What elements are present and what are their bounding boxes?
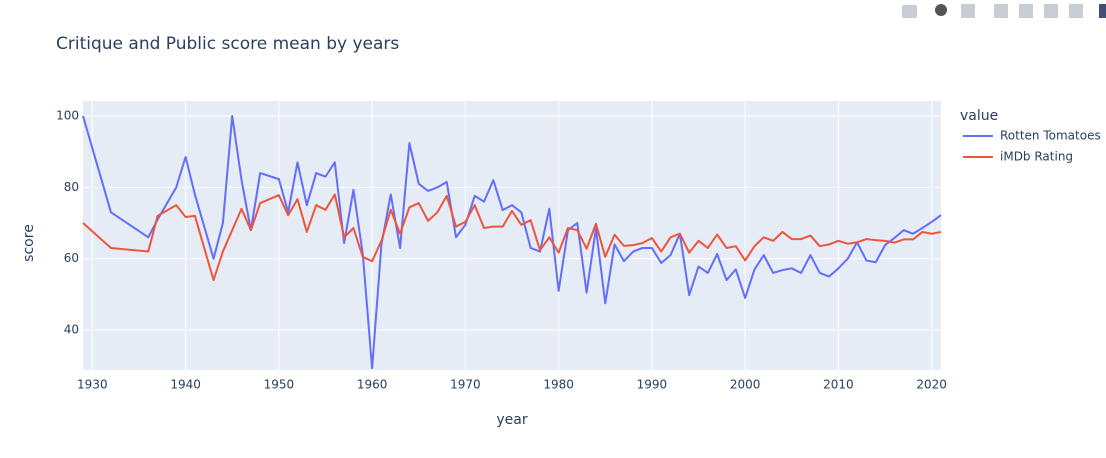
camera-icon[interactable] (902, 5, 917, 18)
zoom-icon[interactable] (935, 4, 947, 16)
zoom-out-icon[interactable] (1019, 4, 1033, 18)
y-tick-label: 40 (64, 323, 79, 337)
y-tick-label: 80 (64, 180, 79, 194)
x-tick-label: 1950 (264, 378, 295, 392)
plot-background (83, 101, 941, 370)
x-tick-label: 2010 (823, 378, 854, 392)
x-tick-label: 1940 (170, 378, 201, 392)
y-tick-label: 100 (56, 108, 79, 122)
chart-title: Critique and Public score mean by years (56, 34, 399, 54)
x-tick-label: 2020 (916, 378, 947, 392)
legend-label: iMDb Rating (1000, 150, 1073, 164)
x-tick-label: 1980 (543, 378, 574, 392)
y-axis-title: score (21, 224, 37, 262)
line-series (82, 114, 942, 370)
zoom-in-icon[interactable] (994, 4, 1008, 18)
line-series (82, 193, 942, 282)
x-tick-label: 1990 (637, 378, 668, 392)
x-tick-label: 1960 (357, 378, 388, 392)
reset-icon[interactable] (1069, 4, 1083, 18)
modebar[interactable] (902, 4, 1106, 18)
x-tick-label: 1930 (77, 378, 108, 392)
x-tick-label: 1970 (450, 378, 481, 392)
x-axis-title: year (496, 412, 527, 428)
x-tick-label: 2000 (730, 378, 761, 392)
pan-icon[interactable] (961, 4, 975, 18)
plotly-logo[interactable] (1099, 4, 1106, 18)
legend-label: Rotten Tomatoes (1000, 129, 1101, 143)
legend-title: value (960, 108, 998, 124)
y-tick-label: 60 (64, 251, 79, 265)
autoscale-icon[interactable] (1044, 4, 1058, 18)
